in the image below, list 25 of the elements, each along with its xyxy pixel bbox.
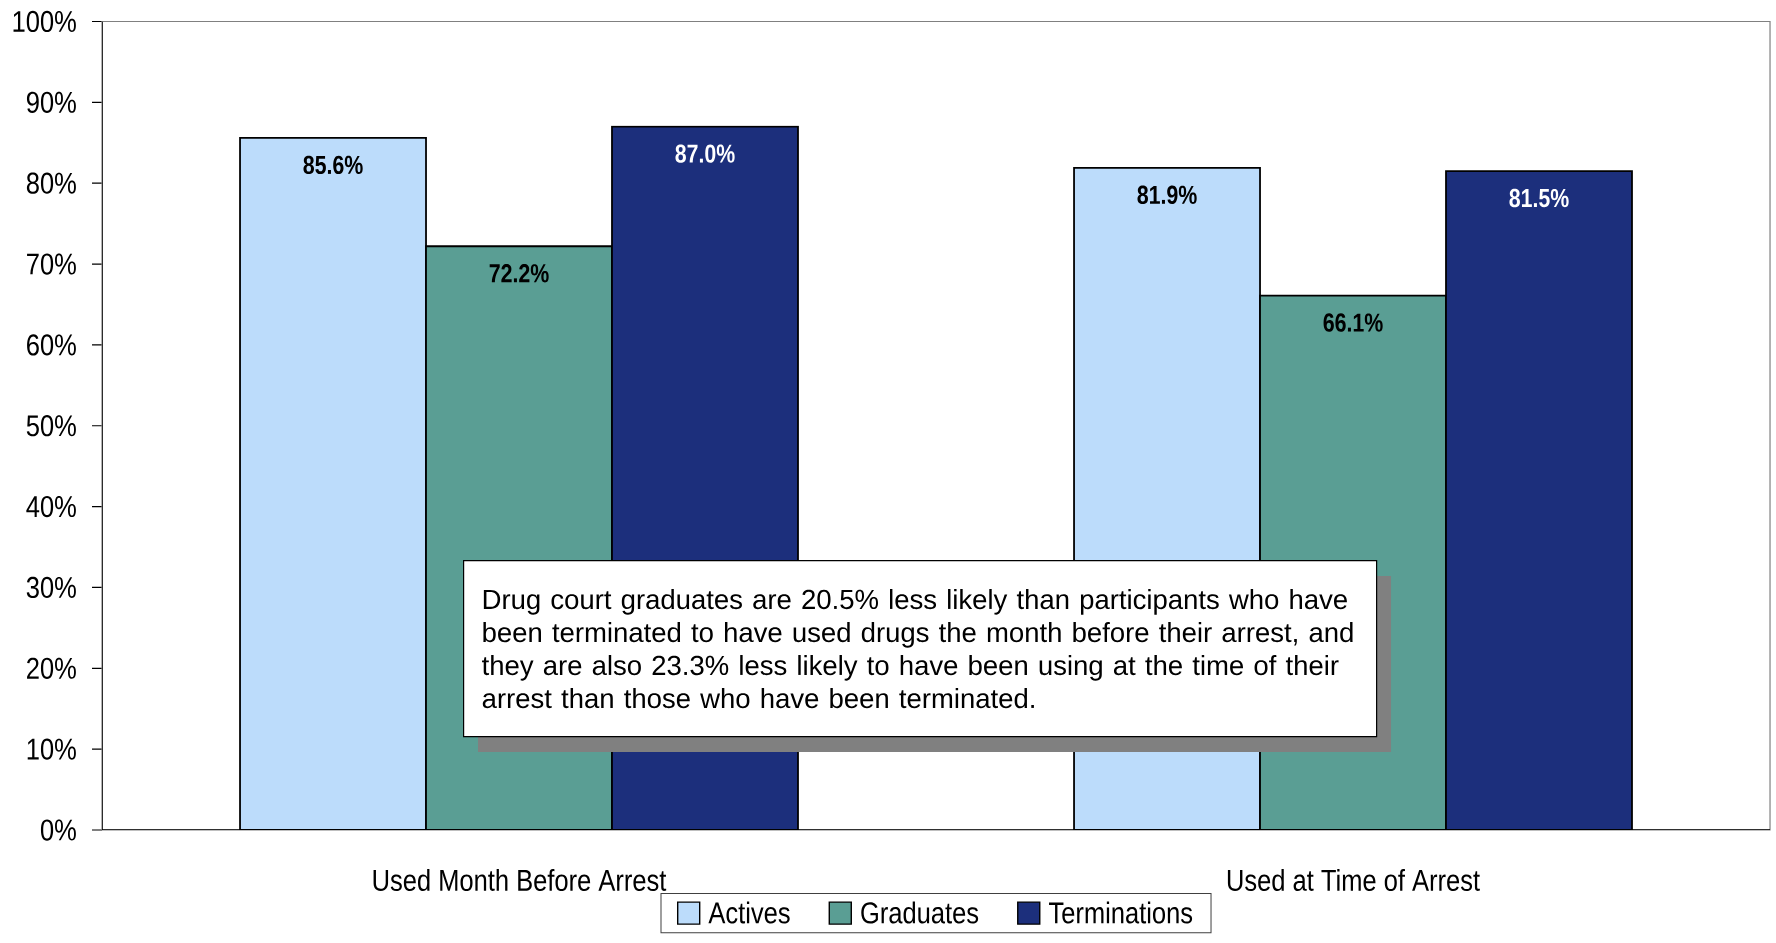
y-tick-label: 20% <box>27 657 76 679</box>
legend-label: Terminations <box>1049 901 1193 924</box>
legend-label: Actives <box>708 901 790 924</box>
y-tick-label: 90% <box>26 91 76 113</box>
x-tick-label: Used at Time of Arrest <box>1227 868 1480 892</box>
data-label: 87.0% <box>675 144 735 163</box>
data-label: 81.5% <box>1509 188 1569 208</box>
y-tick-label: 50% <box>26 415 76 437</box>
y-tick-label: 10% <box>27 738 76 760</box>
annotation: Drug court graduates are 20.5% less likely than participants who have been terminated to have used drugs the month before their arrest, and they are also 23.3% less likely to have been using at the time of their arrest than those who have been terminated. <box>482 589 1353 709</box>
data-label: 81.9% <box>1137 185 1197 205</box>
y-tick-label: 70% <box>27 253 76 275</box>
y-tick-label: 80% <box>26 172 76 194</box>
data-label: 85.6% <box>303 155 363 175</box>
y-tick-label: 40% <box>26 495 76 518</box>
bar <box>239 137 427 830</box>
y-tick-label: 100% <box>13 10 76 33</box>
y-tick-label: 30% <box>26 576 76 599</box>
x-tick-label: Used Month Before Arrest <box>373 868 667 892</box>
bar <box>1445 170 1633 830</box>
y-tick-label: 0% <box>40 819 76 841</box>
legend-label: Graduates <box>861 901 979 924</box>
data-label: 66.1% <box>1323 313 1383 332</box>
data-label: 72.2% <box>489 264 549 283</box>
y-tick-label: 60% <box>27 334 76 356</box>
